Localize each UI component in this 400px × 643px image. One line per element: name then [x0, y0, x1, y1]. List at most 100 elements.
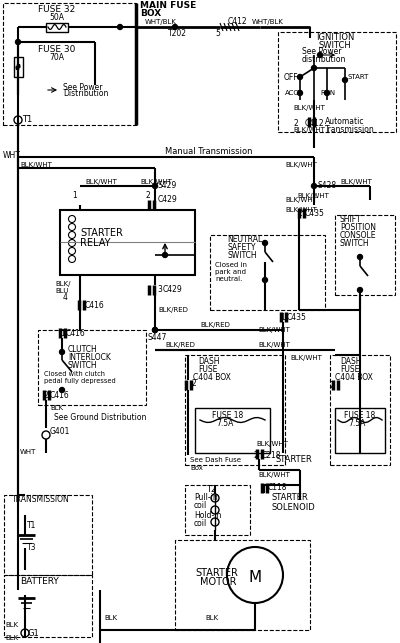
Text: BLK/WHT: BLK/WHT: [293, 105, 325, 111]
Bar: [4, 495, 92, 575]
Bar: [335, 408, 385, 453]
Text: SWITCH: SWITCH: [340, 239, 370, 248]
Circle shape: [298, 75, 302, 80]
Text: BLK: BLK: [5, 635, 18, 641]
Text: FUSE 18: FUSE 18: [344, 410, 375, 419]
Text: C429: C429: [158, 194, 178, 203]
Text: SOLENOID: SOLENOID: [272, 502, 316, 511]
Text: See Power: See Power: [302, 48, 342, 57]
Circle shape: [118, 24, 122, 30]
Text: park and: park and: [215, 269, 246, 275]
Text: 1: 1: [72, 192, 77, 201]
Text: 1: 1: [60, 329, 65, 338]
Text: C218: C218: [262, 451, 282, 460]
Text: G1: G1: [28, 628, 40, 637]
Text: C118: C118: [268, 484, 288, 493]
Circle shape: [152, 183, 158, 188]
Text: BLK/WHT: BLK/WHT: [85, 179, 117, 185]
Text: BLK/WHT: BLK/WHT: [293, 127, 325, 133]
Circle shape: [152, 327, 158, 332]
Circle shape: [60, 350, 64, 354]
Text: INTERLOCK: INTERLOCK: [68, 354, 111, 363]
Text: 2: 2: [330, 381, 335, 390]
Text: 2: 2: [294, 118, 299, 127]
Bar: [185, 485, 250, 535]
Circle shape: [298, 91, 302, 96]
Circle shape: [152, 327, 158, 332]
Text: C429: C429: [163, 285, 183, 294]
Text: IGNITION: IGNITION: [316, 33, 354, 42]
Text: BLK/WHT: BLK/WHT: [258, 472, 290, 478]
Text: CLUTCH: CLUTCH: [68, 345, 98, 354]
Text: BOX: BOX: [140, 8, 161, 17]
Text: SHIFT: SHIFT: [340, 215, 362, 224]
Text: BLK/RED: BLK/RED: [165, 342, 195, 348]
Circle shape: [358, 287, 362, 293]
Text: BLK/RED: BLK/RED: [200, 322, 230, 328]
Circle shape: [358, 255, 362, 260]
Text: Closed in: Closed in: [215, 262, 247, 268]
Text: MAIN FUSE: MAIN FUSE: [140, 1, 196, 10]
Text: NEUTRAL: NEUTRAL: [227, 235, 262, 244]
Circle shape: [262, 240, 268, 246]
Text: BLK/WHT: BLK/WHT: [285, 197, 317, 203]
Text: SWITCH: SWITCH: [68, 361, 98, 370]
Text: DASH: DASH: [198, 358, 220, 367]
Text: SWITCH: SWITCH: [319, 41, 351, 50]
Text: TRANSMISSION: TRANSMISSION: [12, 496, 70, 505]
Text: BLK/WHT: BLK/WHT: [297, 193, 329, 199]
Bar: [3, 3, 136, 125]
Bar: [195, 408, 270, 453]
Text: C435: C435: [287, 314, 307, 323]
Text: T3: T3: [27, 543, 36, 552]
Text: BLK: BLK: [205, 615, 218, 621]
Text: WHT: WHT: [3, 150, 21, 159]
Text: BLK/WHT: BLK/WHT: [340, 179, 372, 185]
Text: 2: 2: [298, 208, 303, 217]
Text: ACCY: ACCY: [285, 90, 303, 96]
Circle shape: [342, 78, 348, 82]
Text: BLK/WHT: BLK/WHT: [20, 162, 52, 168]
Bar: [335, 215, 395, 295]
Text: STARTER: STARTER: [80, 228, 123, 238]
Bar: [210, 235, 325, 310]
Text: Manual Transmission: Manual Transmission: [165, 147, 252, 156]
Text: T202: T202: [168, 28, 187, 37]
Circle shape: [172, 24, 178, 30]
Text: Automatic: Automatic: [325, 118, 364, 127]
Circle shape: [324, 91, 330, 96]
Bar: [175, 540, 310, 630]
Text: T1: T1: [22, 116, 32, 125]
Text: coil: coil: [194, 500, 207, 509]
Text: S428: S428: [317, 181, 336, 190]
Bar: [38, 330, 146, 405]
Text: STARTER: STARTER: [275, 455, 312, 464]
Text: SAFETY: SAFETY: [227, 244, 256, 253]
Text: Transmission: Transmission: [325, 125, 375, 134]
Text: 1: 1: [280, 314, 285, 323]
Text: T1: T1: [27, 520, 36, 529]
Text: 5: 5: [215, 28, 220, 37]
Text: BLK/WHT: BLK/WHT: [256, 441, 288, 447]
Circle shape: [60, 388, 64, 392]
Text: distribution: distribution: [302, 55, 346, 64]
Bar: [46, 23, 68, 32]
Text: Hold-in: Hold-in: [194, 511, 221, 520]
Text: WHT/BLK: WHT/BLK: [145, 19, 177, 25]
Text: RELAY: RELAY: [80, 238, 110, 248]
Text: T2: T2: [206, 485, 216, 494]
Text: Closed with clutch: Closed with clutch: [44, 371, 105, 377]
Bar: [278, 32, 396, 132]
Circle shape: [262, 278, 268, 282]
Text: C412: C412: [228, 17, 248, 26]
Text: M: M: [248, 570, 261, 586]
Text: BLK: BLK: [5, 622, 18, 628]
Text: RUN: RUN: [320, 90, 335, 96]
Text: BLU: BLU: [55, 288, 68, 294]
Text: Distribution: Distribution: [63, 89, 108, 98]
Text: BLK/RED: BLK/RED: [158, 307, 188, 313]
Text: See Power: See Power: [63, 82, 102, 91]
Text: FUSE 18: FUSE 18: [212, 410, 243, 419]
Text: Box: Box: [190, 465, 203, 471]
Text: BLK/: BLK/: [55, 281, 70, 287]
